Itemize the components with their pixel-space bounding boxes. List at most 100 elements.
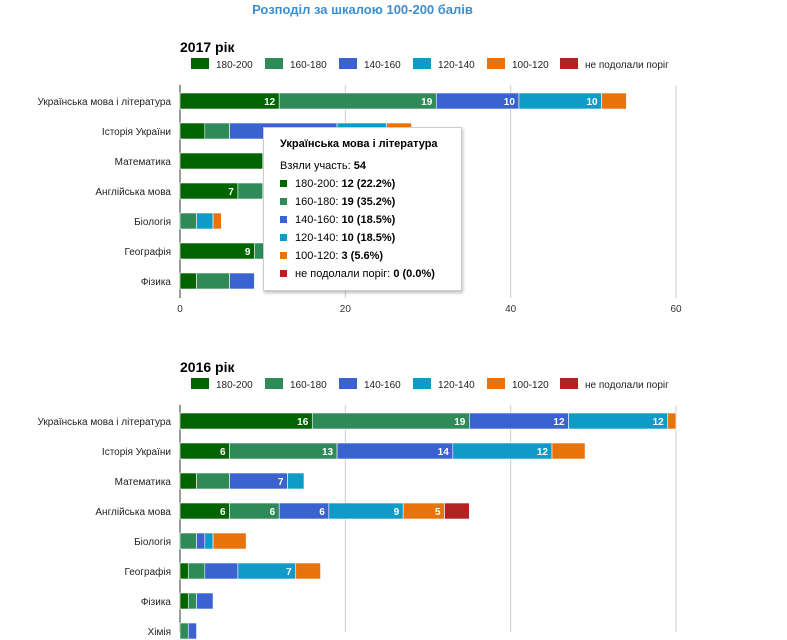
bar-segment — [287, 472, 305, 490]
bar-segment — [328, 502, 404, 520]
tooltip-title: Українська мова і література — [280, 138, 438, 150]
bar-segment — [212, 532, 247, 550]
bar-data-label: 5 — [435, 507, 441, 518]
bar-segment — [179, 152, 263, 170]
chart-title: 2016 рік — [180, 359, 235, 375]
category-label: Українська мова і література — [37, 97, 171, 108]
legend-label: не подолали поріг — [585, 380, 669, 391]
tooltip-row-value: 12 (22.2%) — [341, 178, 396, 190]
legend-item: 140-160 — [339, 378, 401, 391]
bar-data-label: 16 — [297, 417, 309, 428]
page-title: Розподіл за шкалою 100-200 балів — [252, 2, 473, 17]
legend-label: не подолали поріг — [585, 60, 669, 71]
legend-label: 160-180 — [290, 380, 327, 391]
legend-item: 180-200 — [191, 378, 253, 391]
category-label: Українська мова і література — [37, 417, 171, 428]
bar-segment — [187, 592, 197, 610]
legend-label: 180-200 — [216, 60, 253, 71]
tooltip-row-label: 180-200: — [295, 178, 339, 190]
category-label: Математика — [115, 157, 172, 168]
x-tick-label: 60 — [670, 304, 682, 315]
bar-data-label: 6 — [319, 507, 325, 518]
legend-item: 160-180 — [265, 378, 327, 391]
bar-data-label: 12 — [537, 447, 549, 458]
legend-label: 100-120 — [512, 60, 549, 71]
bar-data-label: 10 — [504, 97, 516, 108]
legend-label: 180-200 — [216, 380, 253, 391]
tooltip-row-value: 10 (18.5%) — [341, 232, 396, 244]
bar-segment — [229, 272, 255, 290]
bar-segment — [179, 532, 197, 550]
tooltip-swatch — [280, 270, 287, 277]
legend-swatch — [191, 58, 209, 69]
legend-label: 120-140 — [438, 380, 475, 391]
category-label: Англійська мова — [95, 187, 171, 198]
legend-swatch — [265, 58, 283, 69]
bar-segment — [179, 592, 189, 610]
category-label: Біологія — [134, 537, 171, 548]
tooltip-row-value: 19 (35.2%) — [341, 196, 396, 208]
bar-segment — [196, 272, 230, 290]
legend-swatch — [560, 378, 578, 389]
legend-swatch — [487, 378, 505, 389]
legend-label: 100-120 — [512, 380, 549, 391]
bar-segment — [278, 92, 437, 110]
bar-segment — [311, 412, 470, 430]
legend-swatch — [560, 58, 578, 69]
legend-label: 120-140 — [438, 60, 475, 71]
tooltip-swatch — [280, 198, 287, 205]
bar-segment — [212, 212, 222, 230]
tooltip-row-label: 160-180: — [295, 196, 339, 208]
bar-data-label: 9 — [245, 247, 251, 258]
legend-swatch — [339, 378, 357, 389]
category-label: Англійська мова — [95, 507, 171, 518]
category-label: Історія України — [102, 127, 171, 138]
tooltip-row: 160-180: 19 (35.2%) — [280, 193, 461, 211]
tooltip-row-value: 0 (0.0%) — [393, 268, 435, 280]
bar-data-label: 14 — [438, 447, 450, 458]
bar-segment — [196, 532, 206, 550]
bar-segment — [204, 122, 230, 140]
tooltip-swatch — [280, 252, 287, 259]
bar-data-label: 6 — [220, 507, 226, 518]
category-label: Географія — [124, 246, 171, 258]
bar-segment — [179, 212, 197, 230]
bar-segment — [237, 182, 263, 200]
bar-data-label: 9 — [394, 507, 400, 518]
bar-segment — [444, 502, 470, 520]
bar-segment — [179, 622, 189, 640]
legend-item: не подолали поріг — [560, 378, 669, 391]
category-label: Історія України — [102, 447, 171, 458]
tooltip-row-label: не подолали поріг: — [295, 268, 391, 280]
bar-segment — [196, 472, 230, 490]
tooltip-swatch — [280, 180, 287, 187]
bar-data-label: 19 — [454, 417, 466, 428]
bar-segment — [601, 92, 627, 110]
bar-segment — [179, 562, 189, 580]
bar-data-label: 6 — [270, 507, 276, 518]
bar-segment — [179, 242, 255, 260]
legend-swatch — [487, 58, 505, 69]
legend-item: 100-120 — [487, 378, 549, 391]
bar-segment — [179, 122, 206, 140]
tooltip-participants: Взяли участь: 54 — [280, 157, 461, 175]
bar-data-label: 6 — [220, 447, 226, 458]
legend-item: 100-120 — [487, 58, 549, 71]
tooltip-row-value: 3 (5.6%) — [341, 250, 384, 262]
bar-data-label: 10 — [586, 97, 598, 108]
tooltip-row-label: 120-140: — [295, 232, 339, 244]
bar-segment — [196, 592, 214, 610]
bar-segment — [295, 562, 321, 580]
legend-label: 160-180 — [290, 60, 327, 71]
legend-swatch — [191, 378, 209, 389]
legend-item: 160-180 — [265, 58, 327, 71]
chart-title: 2017 рік — [180, 39, 235, 55]
legend-label: 140-160 — [364, 60, 401, 71]
x-tick-label: 0 — [177, 304, 183, 315]
category-label: Математика — [115, 477, 172, 488]
legend-item: 140-160 — [339, 58, 401, 71]
bar-data-label: 12 — [653, 417, 665, 428]
tooltip-row-value: 10 (18.5%) — [341, 214, 396, 226]
tooltip-participants-value: 54 — [353, 160, 366, 172]
tooltip-row-label: 140-160: — [295, 214, 339, 226]
